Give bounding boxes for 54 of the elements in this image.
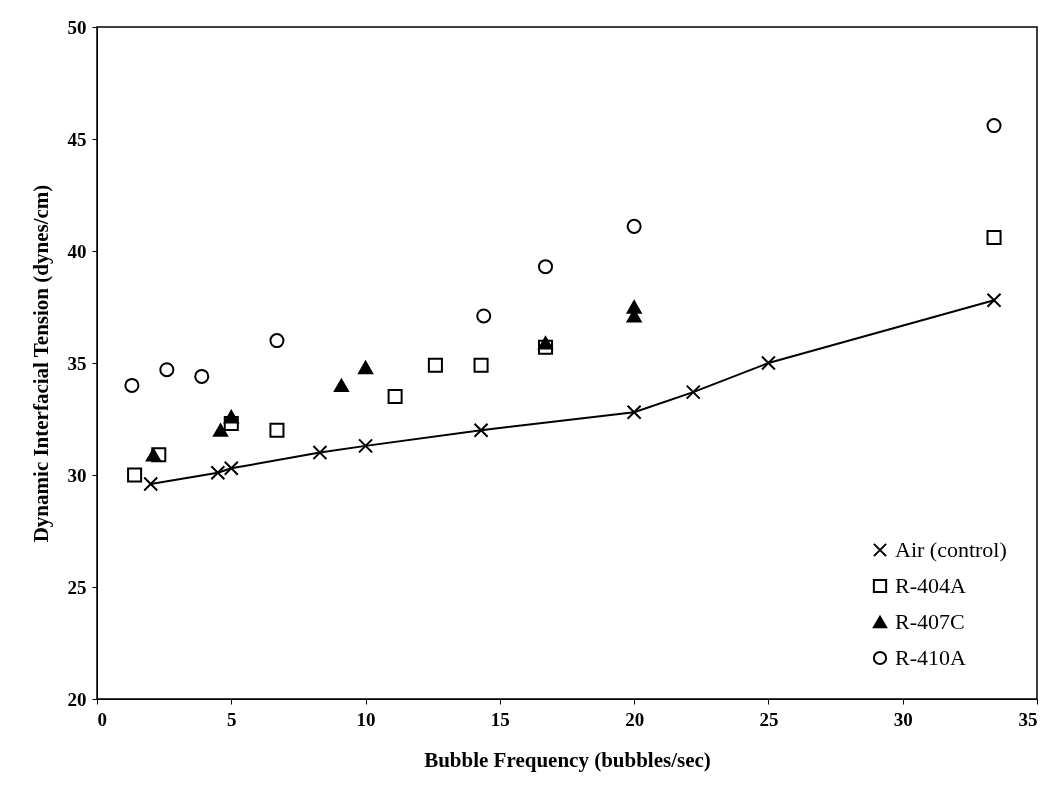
point (473, 422, 489, 438)
y-tick-label: 40 (67, 240, 87, 262)
point (538, 336, 554, 350)
point (210, 465, 226, 481)
point (143, 476, 159, 492)
point (986, 230, 1002, 246)
point (213, 423, 229, 437)
point (151, 447, 167, 463)
point (986, 118, 1002, 134)
point (194, 368, 210, 384)
x-tick-label: 30 (893, 708, 913, 730)
point (387, 389, 403, 405)
x-tick-label: 10 (356, 708, 376, 730)
point (538, 259, 554, 275)
point (685, 384, 701, 400)
point (626, 404, 642, 420)
point (473, 357, 489, 373)
legend-label: Air (control) (895, 537, 1007, 562)
y-axis-title: Dynamic Interfacial Tension (dynes/cm) (28, 184, 53, 543)
point (159, 362, 175, 378)
y-tick-label: 20 (67, 688, 87, 710)
point (476, 308, 492, 324)
point (358, 360, 374, 375)
x-axis-title: Bubble Frequency (bubbles/sec) (424, 747, 711, 772)
x-tick-label: 35 (1018, 708, 1038, 730)
y-tick-label: 45 (67, 128, 87, 150)
x-tick-label: 5 (227, 708, 237, 730)
point (223, 415, 239, 431)
y-tick-label: 50 (67, 16, 87, 38)
point (427, 357, 443, 373)
x-tick-label: 20 (625, 708, 645, 730)
x-tick-label: 0 (97, 708, 107, 730)
point (145, 448, 161, 462)
point (223, 410, 239, 424)
point (269, 422, 285, 438)
y-tick-label: 30 (67, 464, 87, 486)
point (312, 445, 328, 461)
y-tick-label: 25 (67, 576, 87, 598)
point (538, 339, 554, 355)
point (124, 377, 140, 393)
point (986, 292, 1002, 308)
legend-label: R-410A (895, 645, 966, 670)
x-tick-label: 15 (490, 708, 510, 730)
point (333, 378, 349, 393)
legend-label: R-407C (895, 609, 965, 634)
point (760, 355, 776, 371)
x-tick-label: 25 (759, 708, 779, 730)
legend-label: R-404A (895, 573, 966, 598)
y-tick-label: 35 (67, 352, 87, 374)
point (269, 333, 285, 349)
point (223, 460, 239, 476)
point (626, 218, 642, 234)
point (127, 467, 143, 483)
point (358, 438, 374, 454)
